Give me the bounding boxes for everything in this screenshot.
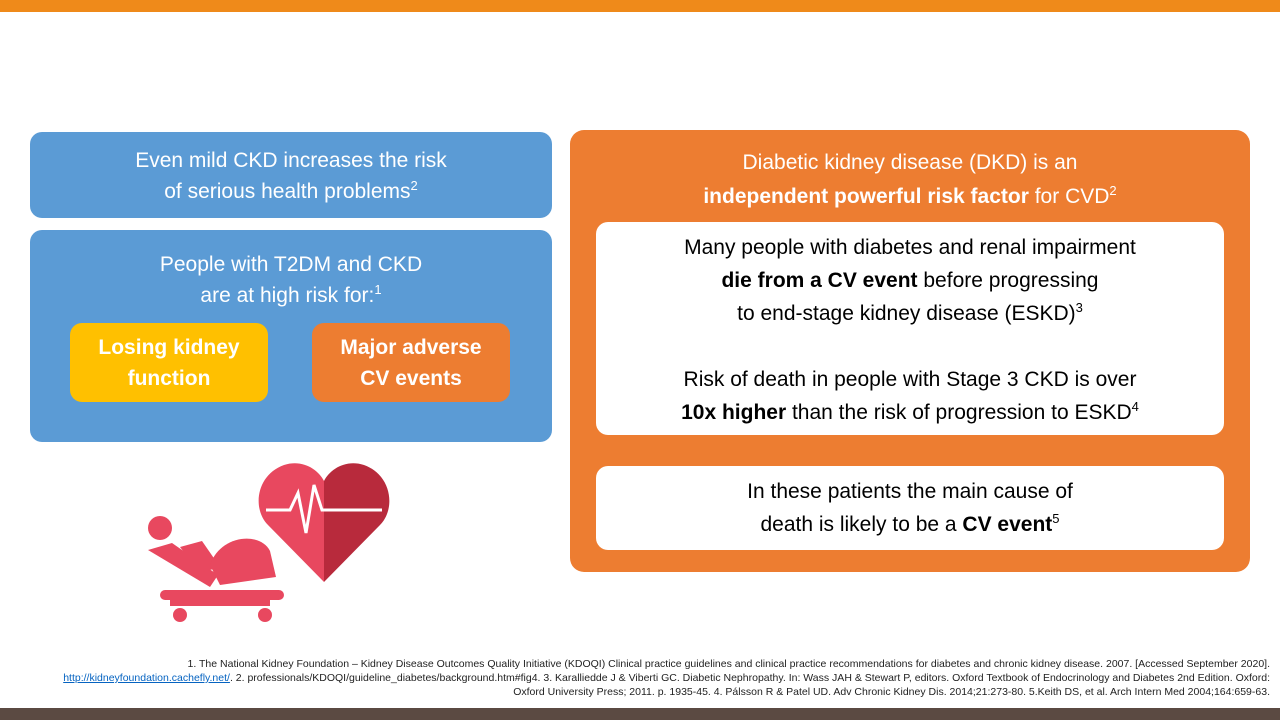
wheel <box>173 608 187 622</box>
line: Major adverse <box>340 336 482 359</box>
heart-right <box>324 463 390 582</box>
line: die from a CV event before progressing <box>596 264 1224 297</box>
bold-text: CV event <box>962 513 1053 536</box>
risk-pill: Losing kidney function <box>70 323 268 402</box>
illustration <box>148 463 390 622</box>
line: Even mild CKD increases the risk <box>135 149 447 172</box>
footnote-text: 1. The National Kidney Foundation – Kidn… <box>187 658 1270 670</box>
person-head <box>148 516 172 540</box>
line: Diabetic kidney disease (DKD) is an <box>742 151 1078 174</box>
line: Many people with diabetes and renal impa… <box>684 236 1136 259</box>
text: death is likely to be a <box>760 513 963 536</box>
bold-text: independent powerful risk factor <box>703 185 1029 208</box>
ref: 2 <box>410 178 418 193</box>
text: are at high risk for: <box>200 284 375 307</box>
line: function <box>127 367 211 390</box>
footnotes: 1. The National Kidney Foundation – Kidn… <box>60 657 1270 699</box>
text: of serious health problems <box>164 180 411 203</box>
line: are at high risk for:1 <box>30 280 552 311</box>
person-arm <box>148 543 218 587</box>
line: Losing kidney <box>98 336 240 359</box>
risk-pill: Major adverse CV events <box>312 323 510 402</box>
ref: 3 <box>1075 300 1083 315</box>
line: of serious health problems2 <box>30 176 552 207</box>
line: Risk of death in people with Stage 3 CKD… <box>683 368 1137 391</box>
footnote-text: . 2. professionals/KDOQI/guideline_diabe… <box>229 672 1270 698</box>
bed <box>160 590 284 600</box>
footnote-link[interactable]: http://kidneyfoundation.cachefly.net/ <box>63 672 230 684</box>
line: In these patients the main cause of <box>747 480 1073 503</box>
ref: 5 <box>1052 511 1060 526</box>
ref: 4 <box>1131 399 1139 414</box>
ref: 2 <box>1109 183 1117 198</box>
summary-box: Even mild CKD increases the risk of seri… <box>30 132 552 218</box>
text: to end-stage kidney disease (ESKD) <box>737 302 1076 325</box>
heart-left <box>258 463 324 582</box>
line: independent powerful risk factor for CVD… <box>570 180 1250 214</box>
right-heading: Diabetic kidney disease (DKD) is an inde… <box>570 146 1250 214</box>
bottom-bar <box>0 708 1280 720</box>
text: before progressing <box>917 269 1099 292</box>
card: In these patients the main cause of deat… <box>596 466 1224 550</box>
top-bar <box>0 0 1280 12</box>
person-legs <box>210 538 276 585</box>
bed-frame <box>170 600 270 606</box>
text: for CVD <box>1028 185 1110 208</box>
text: than the risk of progression to ESKD <box>786 401 1132 424</box>
line: CV events <box>360 367 462 390</box>
bold-text: die from a CV event <box>721 269 918 292</box>
line: death is likely to be a CV event5 <box>596 508 1224 541</box>
ecg-line <box>266 484 382 534</box>
line: to end-stage kidney disease (ESKD)3 <box>596 297 1224 330</box>
card: Many people with diabetes and renal impa… <box>596 222 1224 435</box>
ref: 1 <box>374 282 382 297</box>
line: 10x higher than the risk of progression … <box>596 396 1224 429</box>
bold-text: 10x higher <box>681 401 787 424</box>
wheel <box>258 608 272 622</box>
line: People with T2DM and CKD <box>159 253 423 276</box>
